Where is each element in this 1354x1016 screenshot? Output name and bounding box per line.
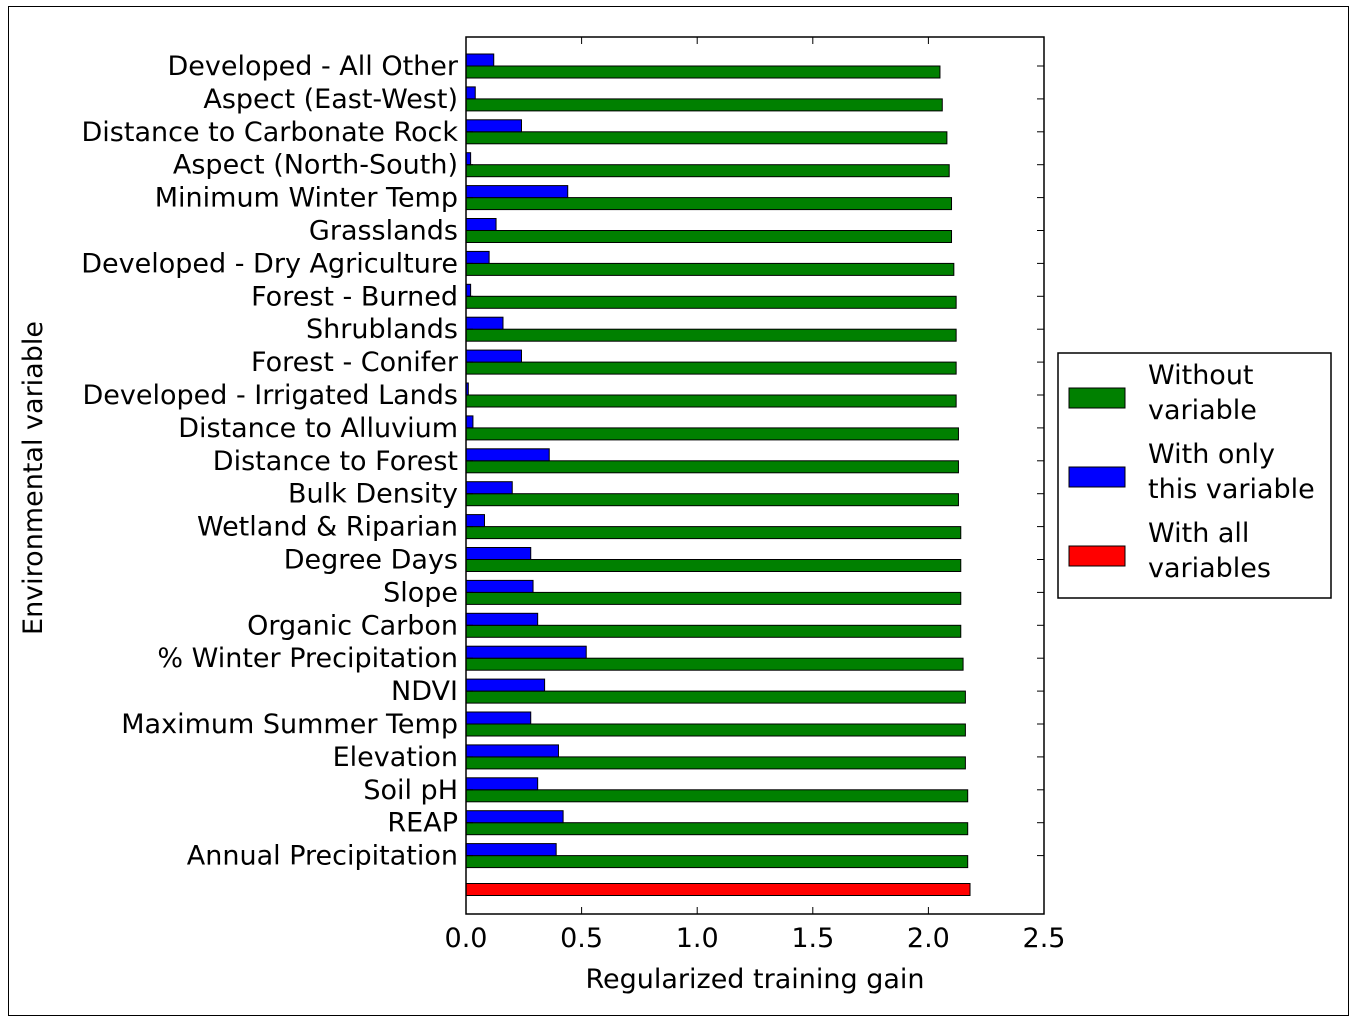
bar-with-only-this-variable — [465, 810, 564, 824]
y-tick-label: Soil pH — [363, 775, 458, 806]
legend-swatch — [1068, 387, 1126, 409]
y-tick-label: Slope — [383, 577, 458, 608]
bar-with-only-this-variable — [465, 415, 474, 429]
bar-without-variable — [465, 657, 964, 671]
bar-without-variable — [465, 460, 959, 474]
legend-label: variable — [1148, 395, 1257, 426]
bar-with-only-this-variable — [465, 316, 504, 330]
legend-label: With only — [1148, 439, 1275, 470]
bar-without-variable — [465, 624, 962, 638]
bar-without-variable — [465, 591, 962, 605]
x-tick-label: 2.0 — [907, 923, 950, 954]
bar-without-variable — [465, 427, 959, 441]
bar-with-only-this-variable — [465, 777, 539, 791]
legend-swatch — [1068, 466, 1126, 488]
x-axis: 0.0 0.5 1.0 1.5 2.0 2.5 — [445, 37, 1066, 954]
y-tick-label: REAP — [387, 808, 458, 839]
bar-without-variable — [465, 361, 957, 375]
bar-without-variable — [465, 756, 966, 770]
bar-with-only-this-variable — [465, 448, 550, 462]
bar-with-only-this-variable — [465, 185, 569, 199]
bar-without-variable — [465, 855, 969, 869]
bar-with-only-this-variable — [465, 843, 557, 857]
bar-without-variable — [465, 559, 962, 572]
bars-group — [465, 53, 971, 896]
bar-without-variable — [465, 295, 957, 309]
bar-with-only-this-variable — [465, 218, 497, 231]
bar-without-variable — [465, 493, 959, 507]
bar-with-only-this-variable — [465, 744, 559, 758]
bar-with-only-this-variable — [465, 547, 532, 560]
y-tick-label: Annual Precipitation — [187, 841, 458, 872]
y-tick-label: Distance to Forest — [213, 446, 458, 477]
legend-label: this variable — [1148, 474, 1315, 505]
bar-without-variable — [465, 98, 943, 112]
y-tick-label: Elevation — [333, 742, 458, 773]
bar-without-variable — [465, 328, 957, 342]
bar-with-only-this-variable — [465, 119, 522, 133]
bar-with-only-this-variable — [465, 612, 539, 626]
y-tick-label: % Winter Precipitation — [157, 643, 458, 674]
bar-without-variable — [465, 822, 969, 836]
legend-label: With all — [1148, 518, 1249, 549]
y-tick-label: Distance to Alluvium — [178, 413, 458, 444]
bar-with-only-this-variable — [465, 349, 522, 363]
bar-without-variable — [465, 197, 953, 211]
bar-without-variable — [465, 690, 966, 704]
legend-label: variables — [1148, 553, 1271, 584]
bar-with-only-this-variable — [465, 514, 485, 528]
legend: Without variable With only this variable Wit… — [1057, 352, 1332, 599]
x-axis-label: Regularized training gain — [585, 964, 924, 995]
y-tick-label: Bulk Density — [288, 479, 458, 510]
y-tick-label: Distance to Carbonate Rock — [82, 117, 459, 148]
y-tick-label: Developed - All Other — [167, 51, 458, 82]
y-tick-label: NDVI — [391, 676, 458, 707]
y-tick-label: Grasslands — [309, 216, 458, 247]
x-tick-label: 1.5 — [791, 923, 834, 954]
y-tick-label: Aspect (East-West) — [203, 84, 458, 115]
y-tick-label: Maximum Summer Temp — [121, 709, 458, 740]
x-tick-label: 2.5 — [1023, 923, 1066, 954]
y-tick-label: Developed - Irrigated Lands — [82, 380, 458, 411]
plot-area — [465, 36, 1045, 915]
bar-with-only-this-variable — [465, 86, 476, 100]
y-tick-label: Shrublands — [306, 314, 458, 345]
y-tick-label: Wetland & Riparian — [197, 512, 458, 543]
y-tick-label: Developed - Dry Agriculture — [81, 248, 458, 279]
y-tick-label: Minimum Winter Temp — [155, 183, 458, 214]
bar-with-all-variables — [465, 883, 971, 896]
x-tick-label: 0.0 — [445, 923, 488, 954]
bar-with-only-this-variable — [465, 645, 587, 659]
legend-label: Without — [1148, 360, 1254, 391]
bar-without-variable — [465, 394, 957, 408]
legend-swatch — [1068, 545, 1126, 567]
bar-with-only-this-variable — [465, 579, 534, 593]
bar-without-variable — [465, 723, 966, 737]
x-tick-label: 0.5 — [560, 923, 603, 954]
bar-without-variable — [465, 65, 941, 79]
x-tick-label: 1.0 — [676, 923, 719, 954]
y-tick-label: Aspect (North-South) — [173, 150, 458, 181]
bar-with-only-this-variable — [465, 481, 513, 495]
y-axis-label: Environmental variable — [18, 321, 49, 635]
bar-with-only-this-variable — [465, 250, 490, 264]
bar-without-variable — [465, 164, 950, 178]
y-tick-label: Degree Days — [284, 545, 458, 576]
bar-without-variable — [465, 526, 962, 540]
y-tick-label: Forest - Conifer — [251, 347, 459, 378]
bar-without-variable — [465, 230, 953, 243]
y-tick-label: Forest - Burned — [251, 281, 458, 312]
y-tick-label: Organic Carbon — [247, 610, 458, 641]
bar-without-variable — [465, 262, 955, 276]
bar-with-only-this-variable — [465, 711, 532, 725]
bar-with-only-this-variable — [465, 678, 546, 692]
bar-without-variable — [465, 789, 969, 803]
bar-with-only-this-variable — [465, 53, 495, 67]
bar-without-variable — [465, 131, 948, 145]
